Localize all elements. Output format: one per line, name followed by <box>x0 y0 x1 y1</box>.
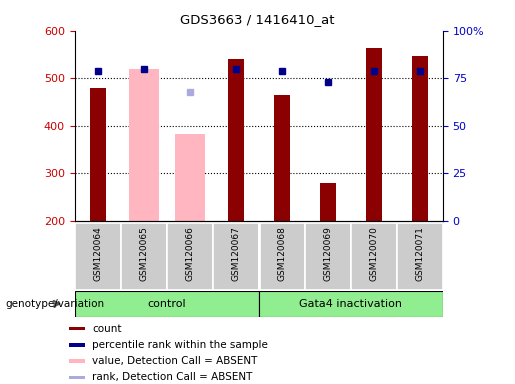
Text: GSM120064: GSM120064 <box>93 226 102 281</box>
Bar <box>274 95 290 221</box>
Text: percentile rank within the sample: percentile rank within the sample <box>92 340 268 350</box>
Text: GSM120069: GSM120069 <box>323 226 332 281</box>
Bar <box>167 223 213 290</box>
Text: GSM120070: GSM120070 <box>369 226 379 281</box>
Text: genotype/variation: genotype/variation <box>5 299 104 309</box>
Text: GSM120071: GSM120071 <box>416 226 424 281</box>
Bar <box>69 359 85 363</box>
Text: GDS3663 / 1416410_at: GDS3663 / 1416410_at <box>180 13 335 26</box>
Bar <box>259 223 305 290</box>
Bar <box>75 223 121 290</box>
Bar <box>412 56 428 221</box>
Bar <box>69 376 85 379</box>
Bar <box>351 223 397 290</box>
Bar <box>213 223 259 290</box>
Text: value, Detection Call = ABSENT: value, Detection Call = ABSENT <box>92 356 258 366</box>
Bar <box>228 59 244 221</box>
Bar <box>90 88 106 221</box>
Bar <box>320 183 336 221</box>
Bar <box>121 223 167 290</box>
Text: GSM120066: GSM120066 <box>185 226 194 281</box>
Bar <box>259 291 443 317</box>
Bar <box>129 69 159 221</box>
Bar <box>75 291 259 317</box>
Text: rank, Detection Call = ABSENT: rank, Detection Call = ABSENT <box>92 372 252 382</box>
Bar <box>397 223 443 290</box>
Text: GSM120065: GSM120065 <box>139 226 148 281</box>
Bar <box>69 326 85 331</box>
Text: GSM120067: GSM120067 <box>231 226 241 281</box>
Text: count: count <box>92 323 122 334</box>
Text: control: control <box>147 299 186 309</box>
Bar <box>175 134 204 221</box>
Bar <box>366 48 382 221</box>
Text: GSM120068: GSM120068 <box>277 226 286 281</box>
Bar <box>305 223 351 290</box>
Text: Gata4 inactivation: Gata4 inactivation <box>299 299 402 309</box>
Bar <box>69 343 85 347</box>
